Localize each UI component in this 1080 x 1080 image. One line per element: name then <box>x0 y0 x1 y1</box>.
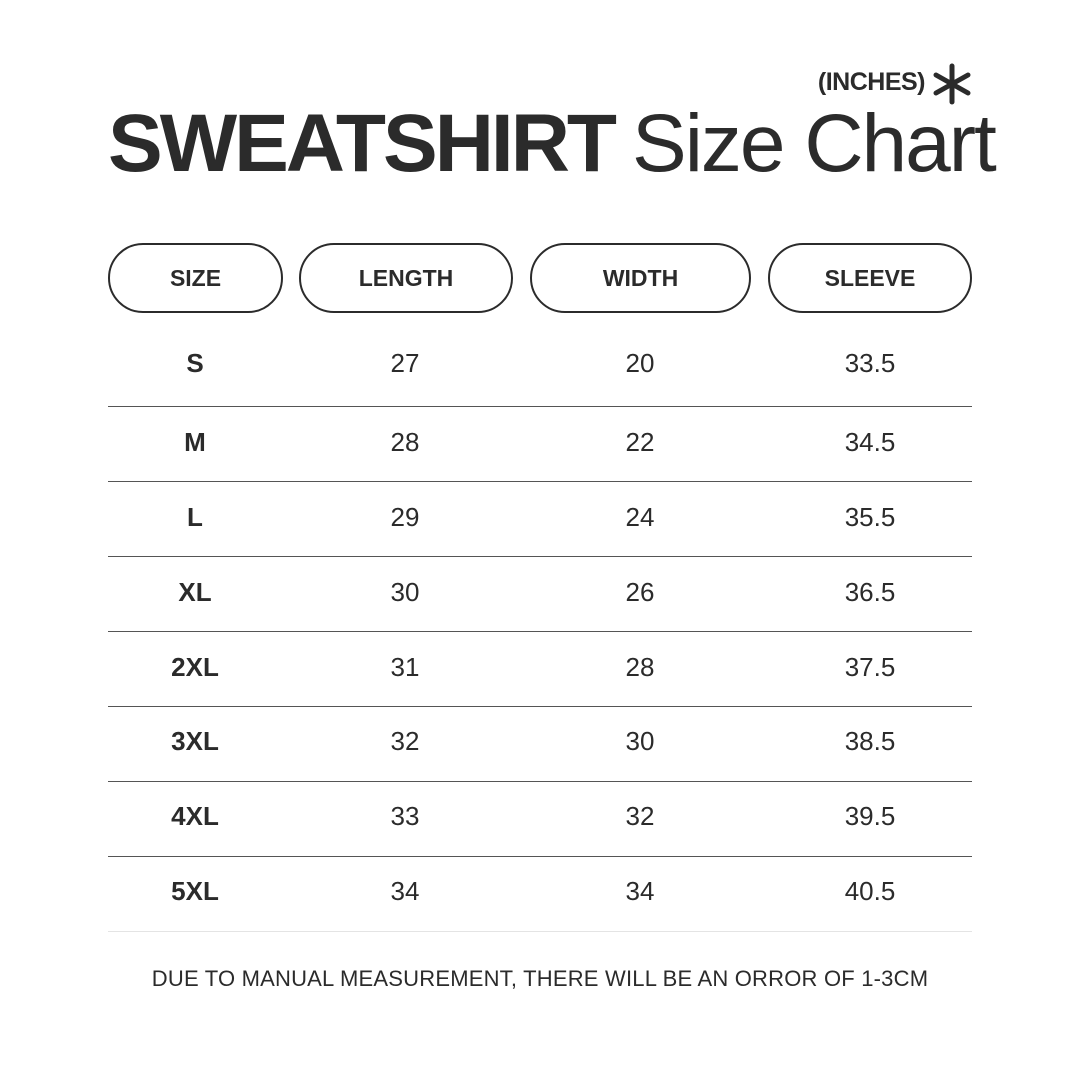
length-cell: 34 <box>390 876 420 906</box>
width-cell: 28 <box>625 652 655 682</box>
length-cell: 29 <box>390 502 420 532</box>
sleeve-cell: 39.5 <box>844 801 896 831</box>
width-cell: 20 <box>625 348 655 378</box>
table-row: 5XL 34 34 40.5 <box>108 854 972 929</box>
title-light: Size Chart <box>632 98 997 189</box>
row-divider <box>108 481 972 482</box>
row-divider <box>108 931 972 932</box>
sleeve-cell: 34.5 <box>844 427 896 457</box>
sleeve-cell: 37.5 <box>844 652 896 682</box>
measurement-note: DUE TO MANUAL MEASUREMENT, THERE WILL BE… <box>151 966 929 991</box>
table-row: S 27 20 33.5 <box>108 326 972 401</box>
width-cell: 24 <box>625 502 655 532</box>
sleeve-cell: 38.5 <box>844 726 896 756</box>
row-divider <box>108 631 972 632</box>
size-cell: S <box>186 348 204 378</box>
sleeve-cell: 35.5 <box>844 502 896 532</box>
column-header-width: WIDTH <box>530 243 751 313</box>
table-row: M 28 22 34.5 <box>108 405 972 480</box>
length-cell: 27 <box>390 348 420 378</box>
units-label: (INCHES) <box>817 68 926 96</box>
length-cell: 31 <box>390 652 420 682</box>
page-title: SWEATSHIRT Size Chart <box>108 98 997 190</box>
length-cell: 32 <box>390 726 420 756</box>
size-cell: XL <box>178 577 212 607</box>
row-divider <box>108 406 972 407</box>
size-cell: 4XL <box>171 801 219 831</box>
width-cell: 30 <box>625 726 655 756</box>
width-cell: 32 <box>625 801 655 831</box>
width-cell: 34 <box>625 876 655 906</box>
table-row: 4XL 33 32 39.5 <box>108 779 972 854</box>
size-cell: M <box>184 427 206 457</box>
table-row: L 29 24 35.5 <box>108 480 972 555</box>
size-cell: L <box>187 502 203 532</box>
table-row: 3XL 32 30 38.5 <box>108 704 972 779</box>
row-divider <box>108 781 972 782</box>
length-cell: 28 <box>390 427 420 457</box>
column-header-length: LENGTH <box>299 243 513 313</box>
width-cell: 22 <box>625 427 655 457</box>
asterisk-icon <box>933 63 971 105</box>
length-cell: 30 <box>390 577 420 607</box>
row-divider <box>108 856 972 857</box>
size-cell: 2XL <box>171 652 219 682</box>
table-row: XL 30 26 36.5 <box>108 555 972 630</box>
row-divider <box>108 706 972 707</box>
column-header-sleeve: SLEEVE <box>768 243 972 313</box>
size-cell: 5XL <box>171 876 219 906</box>
length-cell: 33 <box>390 801 420 831</box>
table-row: 2XL 31 28 37.5 <box>108 630 972 705</box>
sleeve-cell: 33.5 <box>844 348 896 378</box>
row-divider <box>108 556 972 557</box>
column-header-size: SIZE <box>108 243 283 313</box>
sleeve-cell: 36.5 <box>844 577 896 607</box>
width-cell: 26 <box>625 577 655 607</box>
title-bold: SWEATSHIRT <box>108 98 617 189</box>
size-cell: 3XL <box>171 726 219 756</box>
sleeve-cell: 40.5 <box>844 876 896 906</box>
